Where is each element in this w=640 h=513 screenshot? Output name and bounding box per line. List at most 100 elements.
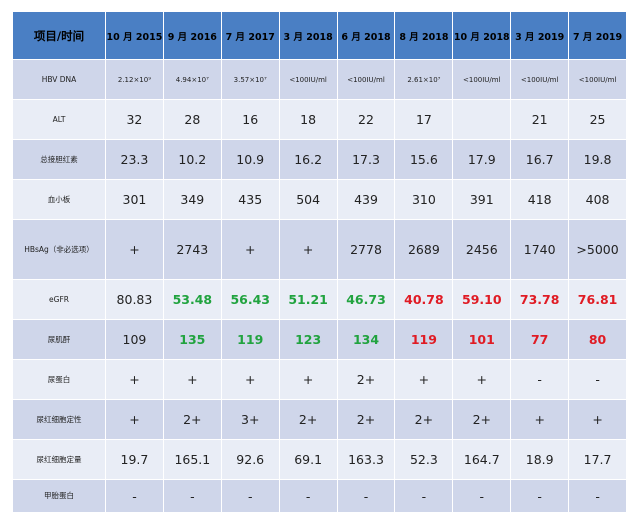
- lab-results-table: 项目/时间 10 月 2015 9 月 2016 7 月 2017 3 月 20…: [13, 12, 628, 513]
- table-cell: -: [453, 480, 512, 513]
- table-cell: +: [221, 220, 280, 280]
- table-cell-red: 59.10: [453, 280, 512, 320]
- table-cell: 2+: [337, 400, 396, 440]
- table-cell-green: 46.73: [337, 280, 396, 320]
- table-cell: 1740: [511, 220, 570, 280]
- table-row: 血小板 301 349 435 504 439 310 391 418 408: [13, 180, 628, 220]
- table-cell: 2+: [453, 400, 512, 440]
- table-cell-green: 119: [221, 320, 280, 360]
- table-cell: 15.6: [395, 140, 454, 180]
- table-cell: 2+: [163, 400, 222, 440]
- table-cell: 17.9: [453, 140, 512, 180]
- table-row: 甲胎蛋白 - - - - - - - - -: [13, 480, 628, 513]
- table-cell: 435: [221, 180, 280, 220]
- table-cell: 4.94×10⁷: [163, 60, 222, 100]
- table-cell: +: [511, 400, 570, 440]
- table-cell: +: [106, 360, 164, 400]
- table-cell: 163.3: [337, 440, 396, 480]
- table-cell: 3.57×10⁷: [221, 60, 280, 100]
- table-cell: 19.7: [106, 440, 164, 480]
- table-cell: -: [395, 480, 454, 513]
- table-cell: +: [569, 400, 628, 440]
- table-cell: 301: [106, 180, 164, 220]
- table-row: 总接胆红素 23.3 10.2 10.9 16.2 17.3 15.6 17.9…: [13, 140, 628, 180]
- table-cell: 2+: [279, 400, 338, 440]
- table-cell: 391: [453, 180, 512, 220]
- table-cell: 2.12×10⁹: [106, 60, 164, 100]
- row-label: 血小板: [13, 180, 106, 220]
- table-cell: 25: [569, 100, 628, 140]
- table-cell: 439: [337, 180, 396, 220]
- table-cell: 2689: [395, 220, 454, 280]
- table-cell: 2456: [453, 220, 512, 280]
- table-cell: <100IU/ml: [511, 60, 570, 100]
- table-row: HBV DNA 2.12×10⁹ 4.94×10⁷ 3.57×10⁷ <100I…: [13, 60, 628, 100]
- table-cell: 22: [337, 100, 396, 140]
- table-cell: 109: [106, 320, 164, 360]
- table-cell-red: 73.78: [511, 280, 570, 320]
- table-cell: 418: [511, 180, 570, 220]
- table-cell: 10.2: [163, 140, 222, 180]
- table-cell: -: [511, 480, 570, 513]
- row-label: 尿蛋白: [13, 360, 106, 400]
- table-cell: -: [106, 480, 164, 513]
- table-cell-red: 119: [395, 320, 454, 360]
- row-label: 尿红细胞定量: [13, 440, 106, 480]
- table-cell: 16: [221, 100, 280, 140]
- table-cell: 2.61×10⁷: [395, 60, 454, 100]
- column-header: 7 月 2017: [221, 12, 280, 60]
- column-header: 3 月 2019: [511, 12, 570, 60]
- table-cell: 10.9: [221, 140, 280, 180]
- table-cell: 408: [569, 180, 628, 220]
- table-cell: +: [279, 220, 338, 280]
- row-label: 总接胆红素: [13, 140, 106, 180]
- row-label: 尿肌酐: [13, 320, 106, 360]
- table-cell-red: 76.81: [569, 280, 628, 320]
- table-cell: [453, 100, 512, 140]
- row-label: HBV DNA: [13, 60, 106, 100]
- column-header: 10 月 2018: [453, 12, 512, 60]
- table-cell: 32: [106, 100, 164, 140]
- table-cell: 310: [395, 180, 454, 220]
- table-row: 尿红细胞定量 19.7 165.1 92.6 69.1 163.3 52.3 1…: [13, 440, 628, 480]
- table-cell: +: [106, 400, 164, 440]
- table-cell: -: [511, 360, 570, 400]
- table-cell-green: 51.21: [279, 280, 338, 320]
- table-cell: <100IU/ml: [453, 60, 512, 100]
- table-cell: 2743: [163, 220, 222, 280]
- table-cell: -: [569, 480, 628, 513]
- table-cell: -: [163, 480, 222, 513]
- table-row: eGFR 80.83 53.48 56.43 51.21 46.73 40.78…: [13, 280, 628, 320]
- table-cell: +: [106, 220, 164, 280]
- table-cell: >5000: [569, 220, 628, 280]
- table-cell-green: 53.48: [163, 280, 222, 320]
- table-cell: 17: [395, 100, 454, 140]
- table-cell: -: [279, 480, 338, 513]
- table-cell: <100IU/ml: [337, 60, 396, 100]
- column-header: 7 月 2019: [569, 12, 628, 60]
- corner-header: 项目/时间: [13, 12, 106, 60]
- table-cell: 3+: [221, 400, 280, 440]
- table-cell: 19.8: [569, 140, 628, 180]
- table-cell-green: 56.43: [221, 280, 280, 320]
- table-cell: +: [453, 360, 512, 400]
- table-cell: 164.7: [453, 440, 512, 480]
- table-cell-red: 77: [511, 320, 570, 360]
- table-cell-green: 134: [337, 320, 396, 360]
- table-cell: 80.83: [106, 280, 164, 320]
- table-cell: 28: [163, 100, 222, 140]
- row-label: HBsAg（非必选项）: [13, 220, 106, 280]
- header-row: 项目/时间 10 月 2015 9 月 2016 7 月 2017 3 月 20…: [13, 12, 628, 60]
- table-cell: 92.6: [221, 440, 280, 480]
- table-cell-red: 40.78: [395, 280, 454, 320]
- table-cell: +: [221, 360, 280, 400]
- table-row: 尿红细胞定性 + 2+ 3+ 2+ 2+ 2+ 2+ + +: [13, 400, 628, 440]
- column-header: 10 月 2015: [106, 12, 164, 60]
- table-cell: +: [163, 360, 222, 400]
- table-cell: 69.1: [279, 440, 338, 480]
- table-cell: 18: [279, 100, 338, 140]
- table-cell: <100IU/ml: [569, 60, 628, 100]
- table-cell-green: 123: [279, 320, 338, 360]
- table-cell: 18.9: [511, 440, 570, 480]
- table-cell: -: [337, 480, 396, 513]
